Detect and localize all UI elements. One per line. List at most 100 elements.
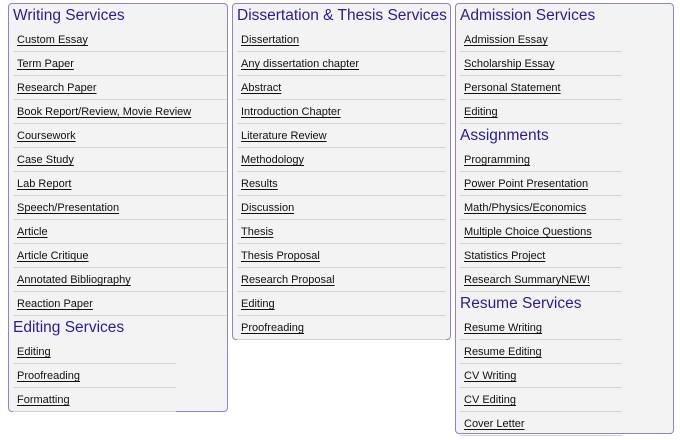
menu-link-programming[interactable]: Programming — [464, 154, 531, 166]
menu-link-editing[interactable]: Editing — [464, 106, 498, 118]
assignments-list: Programming Power Point Presentation Mat… — [460, 148, 673, 292]
assignments-heading: Assignments — [460, 127, 549, 144]
list-item: Introduction Chapter — [237, 100, 446, 124]
list-item: Any dissertation chapter — [237, 52, 446, 76]
menu-link-methodology[interactable]: Methodology — [241, 154, 304, 166]
list-item: Methodology — [237, 148, 446, 172]
menu-link-proofreading[interactable]: Proofreading — [241, 322, 304, 334]
writing-editing-column: Writing Services Custom Essay Term Paper… — [8, 3, 228, 412]
menu-link-cv-editing[interactable]: CV Editing — [464, 394, 516, 406]
list-item: Reaction Paper — [13, 292, 226, 316]
list-item: Personal Statement — [460, 76, 622, 100]
list-item: Editing — [13, 340, 176, 364]
menu-link-editing[interactable]: Editing — [241, 298, 275, 310]
menu-link-coursework[interactable]: Coursework — [17, 130, 76, 142]
menu-link-article[interactable]: Article — [17, 226, 48, 238]
list-item: CV Writing — [460, 364, 622, 388]
admission-assignments-resume-column: Admission Services Admission Essay Schol… — [455, 3, 674, 436]
list-item: Math/Physics/Economics — [460, 196, 622, 220]
list-item: Cover Letter — [460, 412, 622, 436]
list-item: Article Critique — [13, 244, 226, 268]
menu-link-cover-letter[interactable]: Cover Letter — [464, 418, 525, 430]
list-item: Dissertation — [237, 28, 446, 52]
list-item: Statistics Project — [460, 244, 622, 268]
menu-link-article-critique[interactable]: Article Critique — [17, 250, 89, 262]
list-item: Article — [13, 220, 226, 244]
list-item: Coursework — [13, 124, 226, 148]
menu-link-literature-review[interactable]: Literature Review — [241, 130, 327, 142]
list-item: CV Editing — [460, 388, 622, 412]
menu-link-research-proposal[interactable]: Research Proposal — [241, 274, 335, 286]
list-item: Discussion — [237, 196, 446, 220]
menu-link-editing[interactable]: Editing — [17, 346, 51, 358]
editing-services-list: Editing Proofreading Formatting — [13, 340, 227, 412]
menu-link-results[interactable]: Results — [241, 178, 278, 190]
menu-link-abstract[interactable]: Abstract — [241, 82, 282, 94]
menu-link-formatting[interactable]: Formatting — [17, 394, 70, 406]
menu-link-scholarship-essay[interactable]: Scholarship Essay — [464, 58, 555, 70]
list-item: Multiple Choice Questions — [460, 220, 622, 244]
list-item: Results — [237, 172, 446, 196]
list-item: Term Paper — [13, 52, 226, 76]
menu-link-dissertation[interactable]: Dissertation — [241, 34, 300, 46]
menu-link-cv-writing[interactable]: CV Writing — [464, 370, 517, 382]
menu-link-discussion[interactable]: Discussion — [241, 202, 295, 214]
list-item: Thesis — [237, 220, 446, 244]
writing-services-heading: Writing Services — [13, 7, 125, 24]
menu-link-resume-writing[interactable]: Resume Writing — [464, 322, 543, 334]
menu-link-research-summary[interactable]: Research SummaryNEW! — [464, 274, 590, 286]
list-item: Book Report/Review, Movie Review — [13, 100, 226, 124]
list-item: Research Proposal — [237, 268, 446, 292]
menu-link-proofreading[interactable]: Proofreading — [17, 370, 80, 382]
menu-link-statistics-project[interactable]: Statistics Project — [464, 250, 546, 262]
list-item: Literature Review — [237, 124, 446, 148]
list-item: Thesis Proposal — [237, 244, 446, 268]
menu-link-case-study[interactable]: Case Study — [17, 154, 74, 166]
list-item: Admission Essay — [460, 28, 622, 52]
list-item: Lab Report — [13, 172, 226, 196]
menu-link-custom-essay[interactable]: Custom Essay — [17, 34, 88, 46]
menu-link-annotated-bibliography[interactable]: Annotated Bibliography — [17, 274, 131, 286]
list-item: Abstract — [237, 76, 446, 100]
editing-services-heading: Editing Services — [13, 319, 125, 336]
menu-link-book-report[interactable]: Book Report/Review, Movie Review — [17, 106, 192, 118]
menu-link-term-paper[interactable]: Term Paper — [17, 58, 74, 70]
menu-link-personal-statement[interactable]: Personal Statement — [464, 82, 561, 94]
list-item: Scholarship Essay — [460, 52, 622, 76]
menu-link-speech-presentation[interactable]: Speech/Presentation — [17, 202, 120, 214]
menu-link-any-chapter[interactable]: Any dissertation chapter — [241, 58, 360, 70]
list-item: Resume Writing — [460, 316, 622, 340]
resume-services-list: Resume Writing Resume Editing CV Writing… — [460, 316, 673, 436]
menu-link-math-physics-economics[interactable]: Math/Physics/Economics — [464, 202, 587, 214]
dissertation-services-heading: Dissertation & Thesis Services — [237, 7, 447, 24]
menu-link-admission-essay[interactable]: Admission Essay — [464, 34, 548, 46]
menu-link-lab-report[interactable]: Lab Report — [17, 178, 72, 190]
menu-link-thesis[interactable]: Thesis — [241, 226, 274, 238]
dissertation-column: Dissertation & Thesis Services Dissertat… — [232, 3, 451, 340]
list-item: Proofreading — [13, 364, 176, 388]
menu-link-reaction-paper[interactable]: Reaction Paper — [17, 298, 93, 310]
menu-link-thesis-proposal[interactable]: Thesis Proposal — [241, 250, 320, 262]
list-item: Editing — [460, 100, 622, 124]
list-item: Formatting — [13, 388, 176, 412]
resume-services-heading: Resume Services — [460, 295, 582, 312]
list-item: Case Study — [13, 148, 226, 172]
menu-link-multiple-choice[interactable]: Multiple Choice Questions — [464, 226, 592, 238]
list-item: Programming — [460, 148, 622, 172]
writing-services-list: Custom Essay Term Paper Research Paper B… — [13, 28, 227, 316]
list-item: Annotated Bibliography — [13, 268, 226, 292]
list-item: Resume Editing — [460, 340, 622, 364]
list-item: Research Paper — [13, 76, 226, 100]
menu-link-resume-editing[interactable]: Resume Editing — [464, 346, 542, 358]
menu-link-power-point[interactable]: Power Point Presentation — [464, 178, 589, 190]
dissertation-services-list: Dissertation Any dissertation chapter Ab… — [237, 28, 450, 340]
list-item: Editing — [237, 292, 446, 316]
menu-link-introduction-chapter[interactable]: Introduction Chapter — [241, 106, 341, 118]
list-item: Speech/Presentation — [13, 196, 226, 220]
list-item: Custom Essay — [13, 28, 226, 52]
list-item: Proofreading — [237, 316, 446, 340]
admission-services-list: Admission Essay Scholarship Essay Person… — [460, 28, 673, 124]
menu-link-research-paper[interactable]: Research Paper — [17, 82, 97, 94]
list-item: Research SummaryNEW! — [460, 268, 622, 292]
list-item: Power Point Presentation — [460, 172, 622, 196]
